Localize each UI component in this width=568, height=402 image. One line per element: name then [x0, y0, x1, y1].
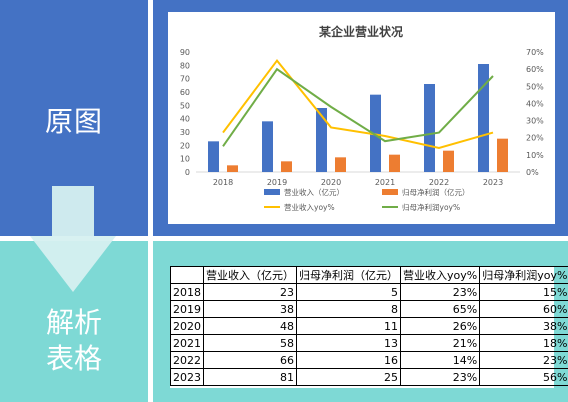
table-cell: 60% [479, 300, 568, 318]
table-header-blank [170, 266, 204, 284]
table-cell: 23% [399, 283, 481, 301]
x-tick-label: 2019 [267, 178, 287, 187]
down-arrow-icon [30, 186, 116, 292]
table-header-revenue: 营业收入（亿元） [203, 266, 297, 284]
y-right-tick-label: 40% [526, 99, 544, 108]
bar-profit [227, 165, 238, 172]
table-header-profit-yoy: 归母净利润yoy% [479, 266, 568, 284]
table-row: 2021 58 13 21% 18% [170, 334, 568, 352]
table-header-profit: 归母净利润（亿元） [296, 266, 401, 284]
table-cell: 38% [479, 317, 568, 335]
table-header-revenue-yoy: 营业收入yoy% [399, 266, 481, 284]
y-right-tick-label: 30% [526, 117, 544, 126]
y-right-tick-label: 60% [526, 65, 544, 74]
table-cell: 81 [203, 368, 297, 386]
table-row: 2019 38 8 65% 60% [170, 300, 568, 318]
y-left-tick-label: 80 [180, 61, 190, 70]
table-cell: 58 [203, 334, 297, 352]
y-left-tick-label: 10 [180, 155, 190, 164]
table-cell: 16 [296, 351, 401, 369]
y-left-tick-label: 40 [180, 115, 190, 124]
table-row: 2020 48 11 26% 38% [170, 317, 568, 335]
x-tick-label: 2021 [375, 178, 395, 187]
legend-label: 归母净利润（亿元） [402, 187, 470, 197]
data-table: 营业收入（亿元） 归母净利润（亿元） 营业收入yoy% 归母净利润yoy% 20… [170, 266, 568, 386]
y-right-tick-label: 50% [526, 82, 544, 91]
table-cell: 14% [399, 351, 481, 369]
y-left-tick-label: 60 [180, 88, 190, 97]
bar-revenue [316, 108, 327, 172]
legend-label: 营业收入（亿元） [284, 187, 344, 197]
table-header-row: 营业收入（亿元） 归母净利润（亿元） 营业收入yoy% 归母净利润yoy% [170, 266, 568, 284]
table-cell: 13 [296, 334, 401, 352]
table-cell: 11 [296, 317, 401, 335]
chart-svg: 某企业营业状况 0 10 20 30 40 50 60 70 80 90 0% 10% 20% 30% 40%… [180, 24, 544, 212]
table-row: 2023 81 25 23% 56% [170, 368, 568, 386]
parse-label-line1: 解析 [45, 306, 102, 339]
table-cell: 8 [296, 300, 401, 318]
table-cell: 66 [203, 351, 297, 369]
table-row-year: 2018 [170, 283, 204, 301]
y-left-tick-label: 30 [180, 128, 190, 137]
bar-revenue [208, 141, 219, 172]
bar-profit [443, 150, 454, 172]
legend-label: 归母净利润yoy% [402, 202, 460, 212]
table-cell: 48 [203, 317, 297, 335]
y-right-tick-label: 0% [526, 168, 539, 177]
original-image-label: 原图 [44, 105, 103, 138]
table-cell: 23 [203, 283, 297, 301]
table-cell: 56% [479, 368, 568, 386]
y-left-tick-label: 0 [185, 168, 190, 177]
y-right-tick-label: 10% [526, 151, 544, 160]
x-tick-label: 2022 [429, 178, 449, 187]
table-row: 2018 23 5 23% 15% [170, 283, 568, 301]
bar-profit [389, 154, 400, 172]
y-left-tick-label: 50 [180, 101, 190, 110]
table-cell: 26% [399, 317, 481, 335]
table-cell: 65% [399, 300, 481, 318]
table-cell: 15% [479, 283, 568, 301]
table-row-year: 2022 [170, 351, 204, 369]
y-left-tick-label: 20 [180, 141, 190, 150]
parse-label-line2: 表格 [45, 342, 102, 375]
bar-revenue [478, 64, 489, 172]
table-cell: 23% [479, 351, 568, 369]
table-cell: 5 [296, 283, 401, 301]
table-row-year: 2019 [170, 300, 204, 318]
x-tick-label: 2023 [483, 178, 503, 187]
table-card: 营业收入（亿元） 归母净利润（亿元） 营业收入yoy% 归母净利润yoy% 20… [170, 266, 568, 388]
bar-profit [335, 157, 346, 172]
chart-title: 某企业营业状况 [319, 24, 403, 39]
line-revenue-yoy [222, 58, 494, 150]
table-row-year: 2020 [170, 317, 204, 335]
table-row: 2022 66 16 14% 23% [170, 351, 568, 369]
table-cell: 21% [399, 334, 481, 352]
y-left-tick-label: 90 [180, 48, 190, 57]
table-row-year: 2023 [170, 368, 204, 386]
y-right-tick-label: 20% [526, 134, 544, 143]
table-cell: 23% [399, 368, 481, 386]
legend-swatch [382, 189, 398, 195]
bar-revenue [424, 84, 435, 172]
bar-profit [281, 161, 292, 172]
y-left-tick-label: 70 [180, 75, 190, 84]
table-row-year: 2021 [170, 334, 204, 352]
bar-revenue [262, 121, 273, 172]
parse-table-label: 解析 表格 [0, 305, 148, 377]
chart-card: 某企业营业状况 0 10 20 30 40 50 60 70 80 90 0% 10% 20% 30% 40%… [168, 12, 555, 224]
bar-profit [497, 138, 508, 172]
table-cell: 18% [479, 334, 568, 352]
table-cell: 38 [203, 300, 297, 318]
legend-label: 营业收入yoy% [284, 202, 335, 212]
x-tick-label: 2020 [321, 178, 341, 187]
line-profit-yoy [222, 67, 494, 147]
x-tick-label: 2018 [213, 178, 233, 187]
bar-revenue [370, 94, 381, 172]
y-right-tick-label: 70% [526, 48, 544, 57]
legend-swatch [264, 189, 280, 195]
table-cell: 25 [296, 368, 401, 386]
